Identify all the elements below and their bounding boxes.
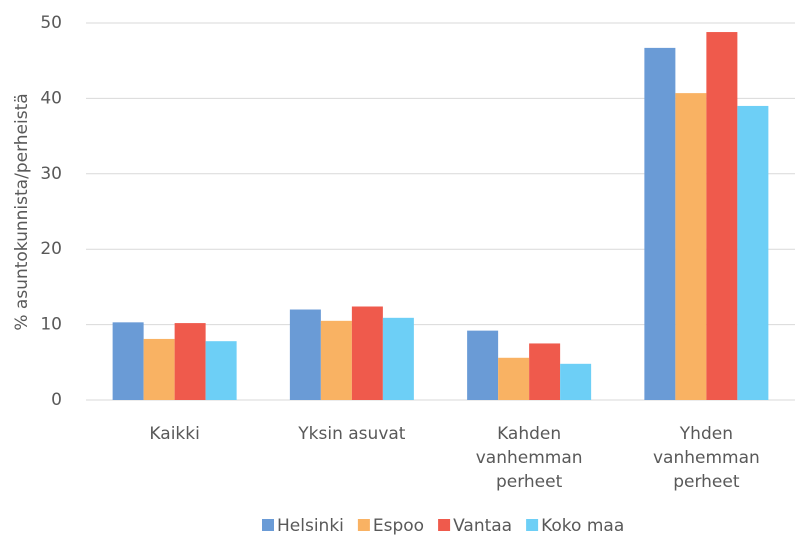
y-tick-label: 20 bbox=[40, 239, 62, 259]
legend-swatch bbox=[526, 519, 539, 531]
bar bbox=[112, 322, 144, 400]
y-tick-label: 0 bbox=[51, 390, 62, 410]
legend-swatch bbox=[262, 519, 274, 531]
x-tick-label: Kahden vanhemman perheet bbox=[475, 424, 583, 492]
bar bbox=[644, 47, 676, 401]
legend-label: Vantaa bbox=[453, 516, 512, 536]
bar bbox=[737, 105, 769, 400]
x-tick-label: Yksin asuvat bbox=[298, 424, 406, 444]
bar bbox=[289, 309, 321, 400]
y-tick-label: 30 bbox=[40, 164, 62, 184]
bar bbox=[174, 323, 206, 400]
y-tick-label: 40 bbox=[40, 88, 62, 108]
bar bbox=[382, 317, 414, 400]
bar bbox=[467, 330, 499, 400]
bar bbox=[706, 32, 738, 400]
y-tick-label: 50 bbox=[40, 13, 62, 33]
bar bbox=[351, 306, 383, 400]
bar bbox=[320, 320, 352, 400]
y-tick-label: 10 bbox=[40, 315, 62, 335]
bar bbox=[205, 341, 237, 400]
x-tick-label: Kaikki bbox=[149, 424, 200, 444]
y-axis-label: % asuntokunnista/perheistä bbox=[12, 93, 32, 330]
legend-swatch bbox=[438, 519, 451, 531]
x-tick-label: Yhden vanhemman perheet bbox=[652, 424, 760, 492]
legend-label: Koko maa bbox=[541, 516, 624, 536]
legend-swatch bbox=[357, 519, 370, 531]
bar bbox=[675, 93, 707, 400]
bar bbox=[143, 338, 175, 400]
bar bbox=[560, 363, 592, 400]
bar bbox=[529, 343, 561, 400]
bar bbox=[498, 357, 530, 400]
legend-label: Helsinki bbox=[277, 516, 344, 536]
legend-label: Espoo bbox=[373, 516, 424, 536]
